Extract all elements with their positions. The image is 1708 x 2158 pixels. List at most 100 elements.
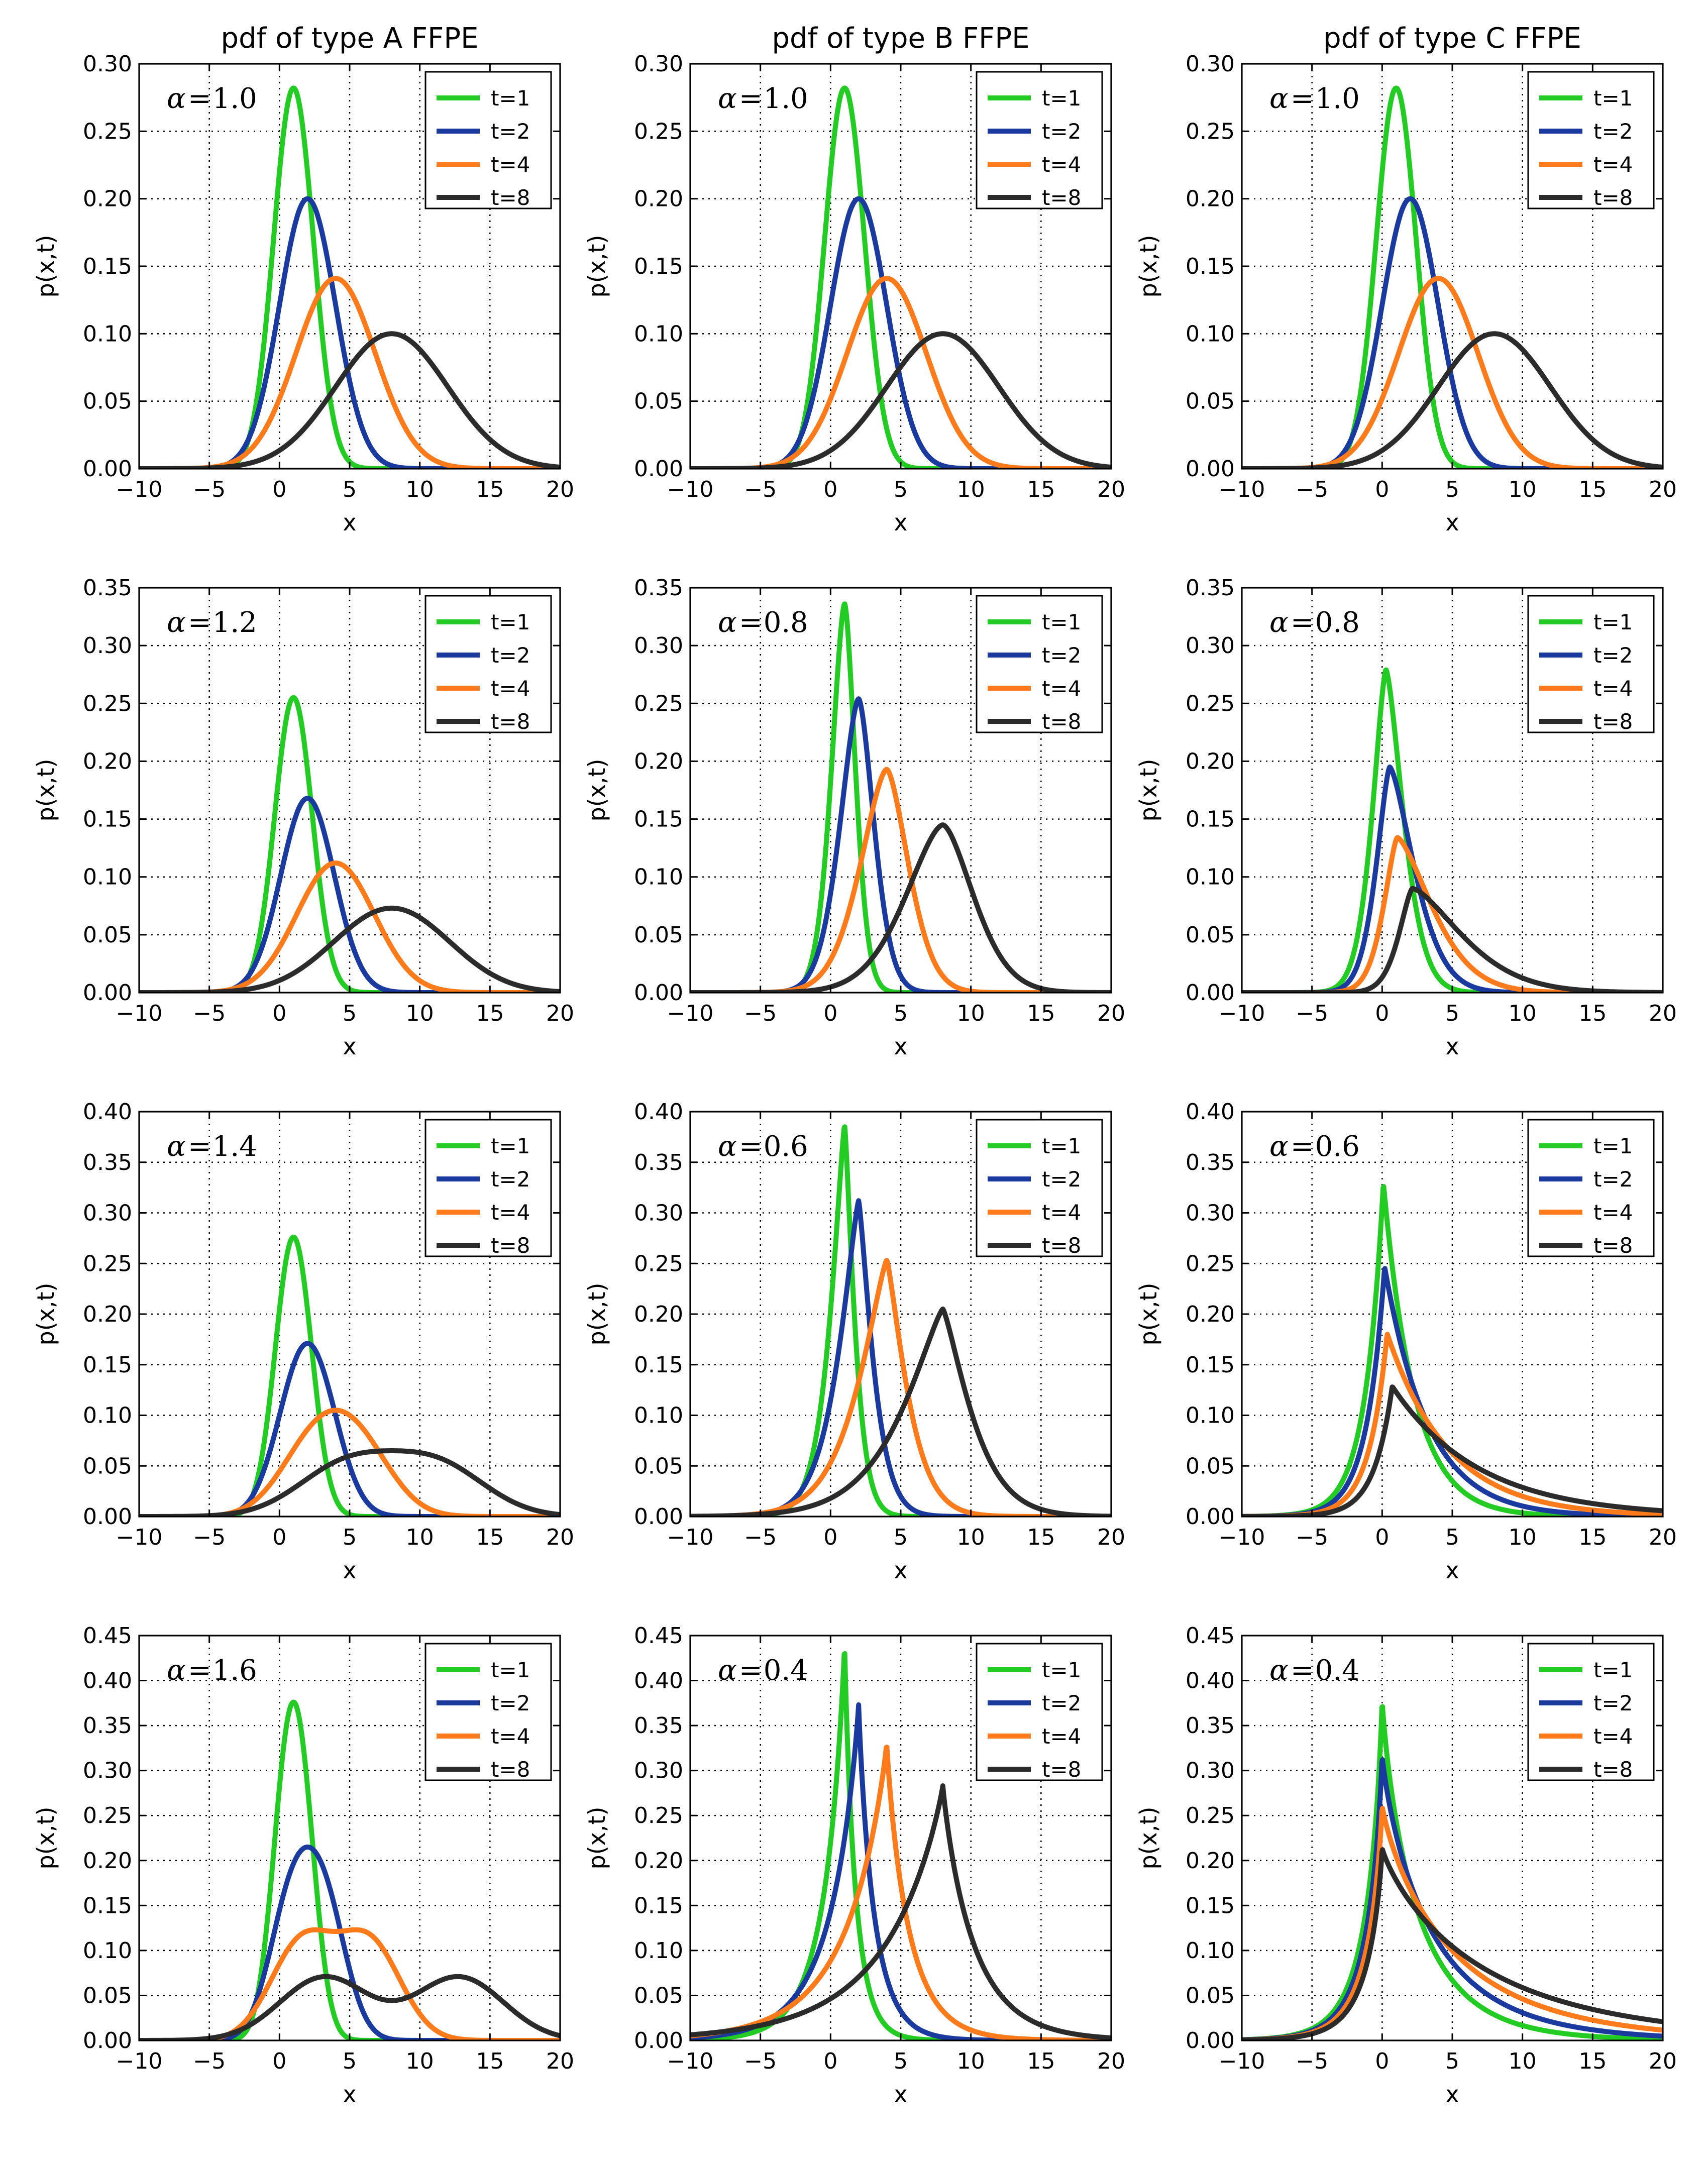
legend-label-t=4: t=4 bbox=[1593, 1200, 1633, 1225]
x-tick-label: 10 bbox=[957, 2048, 985, 2074]
legend: t=1 t=2 t=4 t=8 bbox=[976, 1643, 1103, 1782]
y-tick-label: 0.10 bbox=[83, 865, 132, 890]
y-tick-label: 0.25 bbox=[1186, 1251, 1235, 1276]
alpha-value: 1.4 bbox=[212, 1130, 257, 1163]
x-tick-label: −5 bbox=[193, 2048, 226, 2074]
series-line-t=4 bbox=[690, 1745, 1111, 2040]
panel-B-alpha-0.8: −10 −5 0 5 10 15 20 0.00 0.05 0.10 0.15 0.20 0.25 0.3… bbox=[583, 575, 1125, 1060]
y-tick-label: 0.25 bbox=[634, 119, 683, 144]
alpha-equals: = bbox=[188, 1654, 211, 1687]
x-tick-label: −5 bbox=[744, 1525, 777, 1550]
x-tick-label: −10 bbox=[667, 477, 714, 502]
y-tick-label: 0.10 bbox=[1186, 865, 1235, 890]
y-tick-label: 0.40 bbox=[1186, 1668, 1235, 1694]
x-tick-label: 20 bbox=[1097, 1001, 1125, 1026]
panel-A-alpha-1.4: −10 −5 0 5 10 15 20 0.00 0.05 0.10 0.15 0.20 0.25 0.3… bbox=[32, 1099, 574, 1584]
y-tick-label: 0.20 bbox=[1186, 186, 1235, 212]
x-tick-label: −10 bbox=[1219, 1001, 1265, 1026]
x-axis-label: x bbox=[1445, 1557, 1459, 1584]
y-tick-label: 0.00 bbox=[1186, 2028, 1235, 2054]
alpha-symbol: α bbox=[1269, 1654, 1289, 1687]
legend-label-t=4: t=4 bbox=[1593, 676, 1633, 701]
alpha-value: 1.0 bbox=[1315, 82, 1360, 115]
x-tick-label: 5 bbox=[1445, 477, 1459, 502]
legend-box bbox=[976, 1643, 1103, 1781]
y-axis-label: p(x,t) bbox=[583, 1807, 610, 1870]
x-tick-label: 0 bbox=[272, 1001, 286, 1026]
y-tick-label: 0.30 bbox=[83, 1758, 132, 1784]
alpha-value: 0.4 bbox=[764, 1654, 808, 1687]
y-tick-label: 0.40 bbox=[83, 1099, 132, 1125]
x-tick-label: 5 bbox=[894, 2048, 908, 2074]
y-tick-label: 0.15 bbox=[634, 1893, 683, 1918]
legend-label-t=1: t=1 bbox=[1042, 1658, 1081, 1682]
legend-label-t=4: t=4 bbox=[1042, 1724, 1081, 1749]
series-line-t=8 bbox=[1242, 1384, 1663, 1517]
series-line-t=2 bbox=[1242, 764, 1663, 993]
y-tick-label: 0.30 bbox=[1186, 51, 1235, 77]
legend-label-t=2: t=2 bbox=[1593, 119, 1633, 144]
x-tick-label: 15 bbox=[1027, 477, 1055, 502]
y-axis-label: p(x,t) bbox=[32, 759, 59, 822]
alpha-symbol: α bbox=[718, 1130, 737, 1163]
legend-label-t=1: t=1 bbox=[1593, 1658, 1633, 1682]
x-tick-label: −5 bbox=[193, 1001, 226, 1026]
y-tick-label: 0.15 bbox=[83, 1893, 132, 1918]
x-tick-label: 5 bbox=[343, 477, 357, 502]
y-axis-label: p(x,t) bbox=[32, 1283, 59, 1346]
legend-box bbox=[976, 1119, 1103, 1257]
legend-label-t=1: t=1 bbox=[491, 610, 530, 634]
y-tick-label: 0.35 bbox=[634, 1150, 683, 1175]
y-tick-label: 0.30 bbox=[634, 633, 683, 659]
x-axis-label: x bbox=[343, 2081, 356, 2108]
x-tick-label: 10 bbox=[406, 1001, 434, 1026]
x-axis-label: x bbox=[1445, 1033, 1459, 1060]
x-tick-label: 15 bbox=[476, 1525, 504, 1550]
x-tick-label: −5 bbox=[744, 2048, 777, 2074]
legend-label-t=8: t=8 bbox=[1593, 709, 1633, 734]
y-tick-label: 0.20 bbox=[83, 748, 132, 774]
legend: t=1 t=2 t=4 t=8 bbox=[1527, 595, 1655, 734]
y-tick-label: 0.20 bbox=[1186, 1848, 1235, 1874]
y-tick-label: 0.35 bbox=[83, 1713, 132, 1739]
alpha-equals: = bbox=[1291, 606, 1314, 639]
x-tick-label: −5 bbox=[1296, 1525, 1328, 1550]
legend-label-t=1: t=1 bbox=[1042, 610, 1081, 634]
y-tick-label: 0.00 bbox=[83, 456, 132, 482]
legend-label-t=8: t=8 bbox=[1042, 185, 1081, 210]
x-tick-label: 20 bbox=[1649, 2048, 1677, 2074]
column-title-1: pdf of type A FFPE bbox=[221, 22, 479, 55]
y-axis-label: p(x,t) bbox=[32, 1807, 59, 1870]
y-tick-label: 0.25 bbox=[83, 119, 132, 144]
alpha-annotation: α=0.8 bbox=[718, 606, 808, 639]
series-line-t=4 bbox=[690, 767, 1111, 993]
y-tick-label: 0.40 bbox=[634, 1668, 683, 1694]
legend-label-t=8: t=8 bbox=[491, 1757, 530, 1782]
alpha-annotation: α=1.0 bbox=[167, 82, 257, 115]
y-tick-label: 0.25 bbox=[634, 691, 683, 716]
legend-label-t=2: t=2 bbox=[1042, 1167, 1081, 1192]
y-tick-label: 0.25 bbox=[634, 1251, 683, 1276]
legend-box bbox=[1527, 71, 1655, 209]
x-tick-label: 0 bbox=[272, 1525, 286, 1550]
legend-label-t=8: t=8 bbox=[491, 709, 530, 734]
alpha-symbol: α bbox=[718, 606, 737, 639]
y-tick-label: 0.30 bbox=[1186, 1758, 1235, 1784]
y-tick-label: 0.00 bbox=[1186, 456, 1235, 482]
alpha-equals: = bbox=[188, 606, 211, 639]
x-tick-label: −5 bbox=[1296, 1001, 1328, 1026]
legend-label-t=2: t=2 bbox=[1042, 1691, 1081, 1715]
legend: t=1 t=2 t=4 t=8 bbox=[1527, 1643, 1655, 1782]
y-tick-label: 0.25 bbox=[1186, 119, 1235, 144]
x-tick-label: 5 bbox=[894, 1001, 908, 1026]
alpha-annotation: α=0.4 bbox=[1269, 1654, 1360, 1687]
y-tick-label: 0.10 bbox=[634, 1403, 683, 1429]
y-tick-label: 0.05 bbox=[1186, 1983, 1235, 2008]
alpha-value: 0.6 bbox=[764, 1130, 808, 1163]
x-axis-label: x bbox=[894, 509, 907, 536]
legend-label-t=8: t=8 bbox=[491, 185, 530, 210]
legend-label-t=1: t=1 bbox=[1593, 86, 1633, 111]
y-tick-label: 0.30 bbox=[634, 51, 683, 77]
y-tick-label: 0.00 bbox=[634, 980, 683, 1006]
